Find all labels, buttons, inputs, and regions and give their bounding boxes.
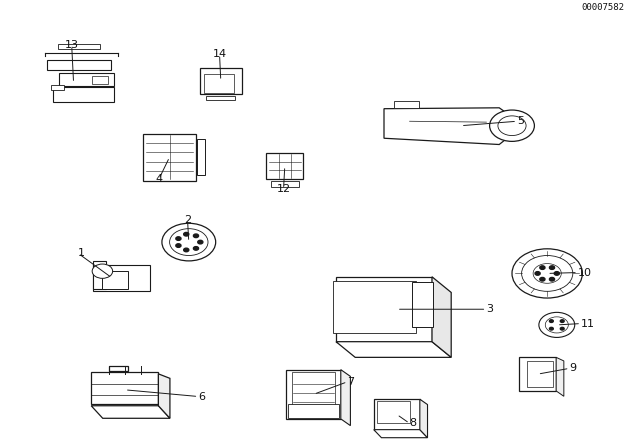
Text: 14: 14 xyxy=(212,49,227,59)
Text: 4: 4 xyxy=(155,174,163,185)
Bar xyxy=(200,68,242,95)
Bar xyxy=(271,181,298,186)
Bar xyxy=(53,87,114,102)
Bar xyxy=(93,265,150,291)
Bar xyxy=(204,74,234,93)
Bar xyxy=(412,282,433,327)
Circle shape xyxy=(193,246,198,250)
Text: 13: 13 xyxy=(65,40,79,50)
Text: 5: 5 xyxy=(517,116,524,126)
Polygon shape xyxy=(92,406,170,418)
Circle shape xyxy=(545,317,568,333)
Bar xyxy=(292,372,335,410)
Bar xyxy=(394,101,419,108)
Text: 7: 7 xyxy=(348,377,355,387)
Text: 10: 10 xyxy=(578,267,592,277)
Bar xyxy=(197,139,205,175)
Polygon shape xyxy=(556,358,564,396)
Circle shape xyxy=(550,266,554,269)
Bar xyxy=(287,370,340,419)
Circle shape xyxy=(176,244,181,247)
Bar xyxy=(92,76,108,84)
Circle shape xyxy=(162,223,216,261)
Circle shape xyxy=(535,271,540,275)
Circle shape xyxy=(193,234,198,237)
Text: 12: 12 xyxy=(276,184,291,194)
Bar xyxy=(51,86,64,90)
Circle shape xyxy=(554,271,559,275)
Text: 11: 11 xyxy=(581,319,595,328)
Text: 3: 3 xyxy=(486,304,493,314)
Circle shape xyxy=(560,327,564,330)
Polygon shape xyxy=(336,342,451,358)
Circle shape xyxy=(184,248,189,252)
Circle shape xyxy=(550,327,554,330)
Circle shape xyxy=(533,263,561,283)
Polygon shape xyxy=(432,277,451,358)
Bar xyxy=(519,358,556,391)
Bar xyxy=(527,362,553,387)
Polygon shape xyxy=(159,374,170,418)
Polygon shape xyxy=(93,261,106,289)
Bar xyxy=(374,399,420,430)
Circle shape xyxy=(550,277,554,281)
Circle shape xyxy=(550,320,554,323)
Circle shape xyxy=(539,312,575,337)
Circle shape xyxy=(184,233,189,236)
Circle shape xyxy=(498,116,526,136)
Bar xyxy=(333,281,416,333)
Bar xyxy=(47,60,111,70)
Circle shape xyxy=(512,249,582,298)
Polygon shape xyxy=(340,370,351,426)
Circle shape xyxy=(560,320,564,323)
Text: 1: 1 xyxy=(78,248,85,258)
Text: 00007582: 00007582 xyxy=(581,3,624,12)
Circle shape xyxy=(490,110,534,142)
Bar xyxy=(109,366,128,371)
Text: 6: 6 xyxy=(198,392,205,401)
Bar xyxy=(336,277,432,342)
Circle shape xyxy=(540,266,545,269)
Bar xyxy=(206,96,235,100)
Text: 9: 9 xyxy=(570,363,577,373)
Bar xyxy=(60,73,114,86)
Circle shape xyxy=(176,237,181,241)
Bar xyxy=(266,153,303,180)
Circle shape xyxy=(540,277,545,281)
Bar xyxy=(92,372,159,404)
Circle shape xyxy=(92,264,113,278)
Text: 2: 2 xyxy=(184,215,191,225)
Bar xyxy=(102,271,128,289)
Bar xyxy=(288,404,339,418)
Circle shape xyxy=(522,255,573,291)
Bar xyxy=(143,134,196,181)
Circle shape xyxy=(198,240,203,244)
Text: 8: 8 xyxy=(410,418,417,428)
Circle shape xyxy=(170,228,208,255)
Polygon shape xyxy=(420,399,428,438)
Bar xyxy=(58,44,100,49)
Bar xyxy=(377,401,410,423)
Polygon shape xyxy=(374,430,428,438)
Polygon shape xyxy=(384,108,509,145)
